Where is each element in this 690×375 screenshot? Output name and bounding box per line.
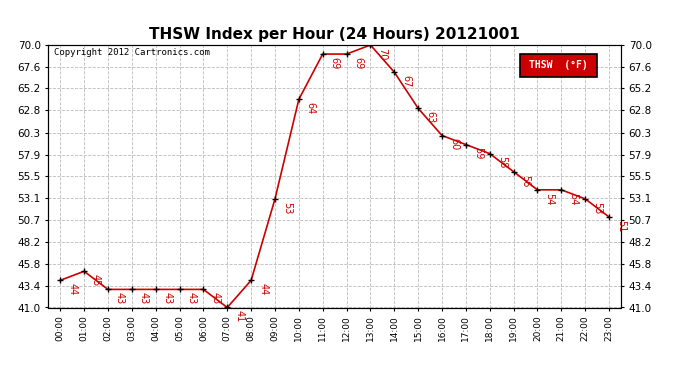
Text: THSW  (°F): THSW (°F) [529, 60, 588, 70]
Text: 67: 67 [402, 75, 411, 87]
FancyBboxPatch shape [520, 54, 597, 76]
Text: 51: 51 [616, 220, 626, 232]
Text: 54: 54 [544, 193, 555, 205]
Text: 58: 58 [497, 156, 506, 169]
Text: 41: 41 [234, 310, 244, 322]
Text: 45: 45 [91, 274, 101, 286]
Text: 53: 53 [282, 202, 292, 214]
Text: 69: 69 [330, 57, 339, 69]
Text: 60: 60 [449, 138, 459, 150]
Text: 70: 70 [377, 48, 387, 60]
Text: 44: 44 [258, 283, 268, 296]
Text: 54: 54 [569, 193, 578, 205]
Text: 53: 53 [592, 202, 602, 214]
Text: Copyright 2012 Cartronics.com: Copyright 2012 Cartronics.com [54, 48, 210, 57]
Text: 43: 43 [163, 292, 172, 304]
Text: 43: 43 [186, 292, 197, 304]
Text: 43: 43 [210, 292, 220, 304]
Text: 43: 43 [115, 292, 125, 304]
Text: 69: 69 [353, 57, 364, 69]
Text: 59: 59 [473, 147, 483, 160]
Text: 63: 63 [425, 111, 435, 123]
Text: 64: 64 [306, 102, 316, 114]
Text: 43: 43 [139, 292, 149, 304]
Text: 56: 56 [520, 174, 531, 187]
Title: THSW Index per Hour (24 Hours) 20121001: THSW Index per Hour (24 Hours) 20121001 [149, 27, 520, 42]
Text: 44: 44 [67, 283, 77, 296]
